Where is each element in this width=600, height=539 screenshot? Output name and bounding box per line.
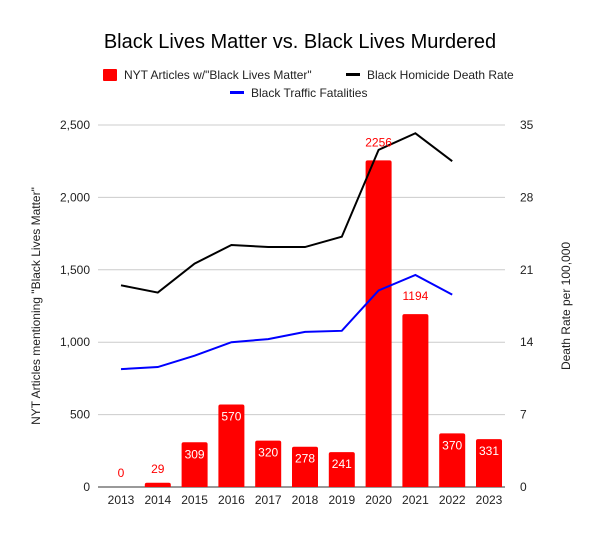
bar [145,483,171,487]
y-tick-label: 1,500 [60,263,90,277]
y-axis-title: NYT Articles mentioning "Black Lives Mat… [29,187,43,425]
x-tick-label: 2021 [402,493,429,507]
x-tick-label: 2016 [218,493,245,507]
legend-label-articles: NYT Articles w/"Black Lives Matter" [124,68,312,82]
y2-tick-label: 0 [520,480,527,494]
legend: NYT Articles w/"Black Lives Matter" Blac… [103,68,514,100]
x-tick-label: 2019 [328,493,355,507]
data-label: 278 [295,452,315,466]
y2-tick-label: 21 [520,263,534,277]
legend-label-homicide: Black Homicide Death Rate [367,68,514,82]
chart-title: Black Lives Matter vs. Black Lives Murde… [104,31,496,53]
data-label: 1194 [402,289,428,303]
bar [402,314,428,487]
y2-tick-label: 7 [520,408,527,422]
data-label: 0 [118,466,125,480]
x-tick-label: 2017 [255,493,282,507]
y-tick-label: 2,500 [60,118,90,132]
y2-tick-label: 35 [520,118,534,132]
data-label: 2256 [365,135,392,149]
data-label: 331 [479,444,499,458]
data-label: 570 [221,409,241,423]
y2-axis-title: Death Rate per 100,000 [559,242,573,370]
y-tick-label: 0 [83,480,90,494]
x-tick-label: 2014 [144,493,171,507]
legend-swatch-homicide [346,73,360,76]
y2-tick-label: 14 [520,335,534,349]
x-tick-label: 2015 [181,493,208,507]
y-tick-label: 1,000 [60,335,90,349]
legend-label-traffic: Black Traffic Fatalities [251,86,367,100]
legend-swatch-articles [103,69,117,81]
data-label: 29 [151,462,165,476]
homicide-line [121,133,452,292]
legend-swatch-traffic [230,91,244,94]
x-tick-label: 2022 [439,493,466,507]
x-tick-label: 2013 [108,493,135,507]
y2-tick-label: 28 [520,190,534,204]
data-label: 320 [258,446,278,460]
data-label: 309 [185,447,205,461]
data-label: 370 [442,438,462,452]
bar [366,160,392,487]
y-tick-label: 500 [70,408,90,422]
x-tick-label: 2018 [292,493,319,507]
data-label: 241 [332,457,352,471]
y-tick-label: 2,000 [60,190,90,204]
x-tick-label: 2023 [476,493,503,507]
x-tick-label: 2020 [365,493,392,507]
